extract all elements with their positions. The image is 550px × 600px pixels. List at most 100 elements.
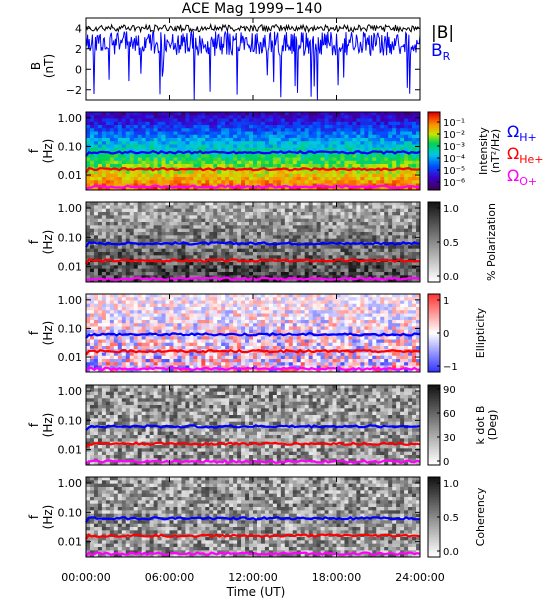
colorbar-cell — [428, 176, 440, 179]
x-tick-label: 00:00:00 — [61, 571, 110, 584]
colorbar-cell — [428, 449, 440, 452]
colorbar-cell — [428, 186, 440, 189]
legend-o-main: Ω — [507, 166, 519, 185]
y-tick-label: 0.01 — [58, 444, 83, 457]
colorbar-cell — [428, 119, 440, 123]
colorbar-cell — [428, 366, 440, 369]
colorbar-cell — [428, 340, 440, 344]
colorbar-cell — [428, 555, 440, 558]
colorbar-cell — [428, 188, 440, 191]
colorbar-cell — [428, 553, 440, 556]
colorbar-tick-label: 10⁻⁶ — [443, 178, 465, 189]
colorbar-tick-label: 10⁻³ — [443, 142, 465, 153]
colorbar-cell — [428, 216, 440, 219]
colorbar-cell — [428, 125, 440, 128]
colorbar-cell — [428, 455, 440, 458]
colorbar-cell — [428, 385, 440, 388]
colorbar-cell — [428, 501, 440, 504]
colorbar-cell — [428, 403, 440, 406]
colorbar: 10⁻¹10⁻²10⁻³10⁻⁴10⁻⁵10⁻⁶ — [427, 111, 465, 191]
colorbar-cell — [428, 535, 440, 538]
y-ticks: 1.00 0.10 0.01 — [58, 202, 420, 274]
colorbar-cell — [428, 166, 440, 169]
colorbar-cell — [428, 133, 440, 136]
colorbar-cell — [428, 362, 440, 365]
gyro-line — [85, 150, 421, 157]
b-field-series — [85, 22, 421, 100]
colorbar-cell — [428, 168, 440, 171]
colorbar-cell — [428, 230, 440, 233]
colorbar-cell — [428, 419, 440, 422]
colorbar-cell — [428, 370, 440, 373]
colorbar-cell — [428, 457, 440, 460]
colorbar-cell — [428, 236, 440, 239]
colorbar-cell — [428, 364, 440, 367]
colorbar-cell — [428, 228, 440, 231]
colorbar-tick-label: 30 — [443, 433, 456, 444]
colorbar-cell — [428, 497, 440, 500]
x-axis-label: Time (UT) — [226, 585, 286, 599]
colorbar-cell — [428, 391, 440, 394]
colorbar-cell — [428, 264, 440, 267]
colorbar-tick-label: 90 — [443, 385, 456, 396]
colorbar-cell — [428, 232, 440, 235]
y-axis-unit: (Hz) — [41, 413, 55, 438]
y-tick-label: 4 — [75, 22, 82, 35]
y-ticks: 1.00 0.10 0.01 — [58, 294, 420, 364]
colorbar-cell — [428, 123, 440, 127]
colorbar-cell — [428, 246, 440, 249]
colorbar-cell — [428, 431, 440, 434]
colorbar-cell — [428, 315, 440, 318]
colorbar-cell — [428, 113, 440, 117]
colorbar-cell — [428, 331, 440, 334]
gyro-line — [85, 332, 421, 339]
y-tick-label: 0.01 — [58, 351, 83, 364]
colorbar-cell — [428, 511, 440, 514]
colorbar-cell — [428, 262, 440, 265]
gyro-line — [85, 258, 421, 265]
legend-br-main: B — [431, 41, 443, 61]
colorbar-cell — [428, 220, 440, 223]
gyro-line — [85, 241, 421, 248]
colorbar-cell — [428, 151, 440, 154]
colorbar-cell — [428, 305, 440, 309]
colorbar-cell — [428, 437, 440, 440]
colorbar-tick-label: 0.0 — [443, 272, 459, 283]
colorbar-tick-label: 0.0 — [443, 547, 459, 558]
y-axis-unit: (Hz) — [41, 230, 55, 255]
colorbar-cell — [428, 226, 440, 229]
colorbar-cell — [428, 202, 440, 205]
colorbar-cell — [428, 329, 440, 332]
colorbar-unit: (Deg) — [486, 410, 499, 441]
colorbar-cell — [428, 395, 440, 398]
colorbar-cell — [428, 358, 440, 361]
colorbar-cell — [428, 485, 440, 488]
colorbar-frame — [427, 384, 441, 466]
colorbar-cell — [428, 325, 440, 328]
colorbar-tick-label: −1 — [443, 362, 458, 373]
colorbar-label: k dot B — [474, 406, 487, 445]
colorbar-cell — [428, 489, 440, 492]
colorbar-cell — [428, 407, 440, 410]
y-tick-label: 1.00 — [58, 294, 83, 307]
y-ticks: 1.00 0.10 0.01 — [58, 477, 420, 549]
y-ticks: 1.00 0.10 0.01 — [58, 385, 420, 457]
colorbar-cell — [428, 352, 440, 355]
colorbar-cell — [428, 348, 440, 351]
colorbar-cell — [428, 313, 440, 316]
colorbar-cell — [428, 519, 440, 522]
panel-ellipticity: 1.00 0.10 0.01 f (Hz) 1 0 −1 Ellipticity — [27, 293, 487, 373]
colorbar-cell — [428, 162, 440, 166]
colorbar-tick-label: 10⁻² — [443, 130, 465, 141]
y-tick-label: 0 — [75, 63, 82, 76]
colorbar-cell — [428, 294, 440, 297]
colorbar-cell — [428, 397, 440, 400]
y-tick-label: 0.01 — [58, 536, 83, 549]
colorbar-cell — [428, 317, 440, 320]
colorbar-cell — [428, 425, 440, 428]
colorbar-tick-label: 1 — [443, 296, 449, 307]
y-tick-label: 1.00 — [58, 202, 83, 215]
colorbar-cell — [428, 208, 440, 211]
y-axis-unit: (Hz) — [41, 139, 55, 164]
colorbar-cell — [428, 137, 440, 140]
